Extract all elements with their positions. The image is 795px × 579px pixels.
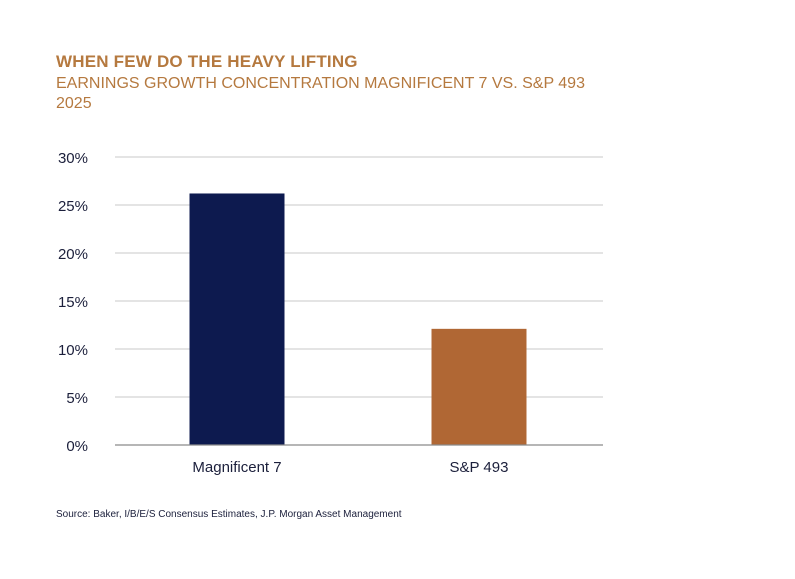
y-tick-label: 15% (58, 294, 88, 311)
y-tick-label: 20% (58, 246, 88, 263)
bar (189, 193, 285, 445)
chart-subtitle: EARNINGS GROWTH CONCENTRATION MAGNIFICEN… (56, 74, 656, 114)
y-tick-label: 0% (66, 438, 88, 455)
subtitle-line-1: EARNINGS GROWTH CONCENTRATION MAGNIFICEN… (56, 75, 585, 92)
source-note: Source: Baker, I/B/E/S Consensus Estimat… (56, 509, 402, 520)
x-tick-label: S&P 493 (450, 459, 509, 476)
x-tick-label: Magnificent 7 (192, 459, 281, 476)
y-tick-label: 25% (58, 198, 88, 215)
y-tick-label: 5% (66, 390, 88, 407)
chart-title: WHEN FEW DO THE HEAVY LIFTING (56, 52, 358, 71)
subtitle-line-2: 2025 (56, 95, 92, 112)
bar (431, 328, 527, 445)
y-tick-label: 30% (58, 150, 88, 167)
y-tick-label: 10% (58, 342, 88, 359)
